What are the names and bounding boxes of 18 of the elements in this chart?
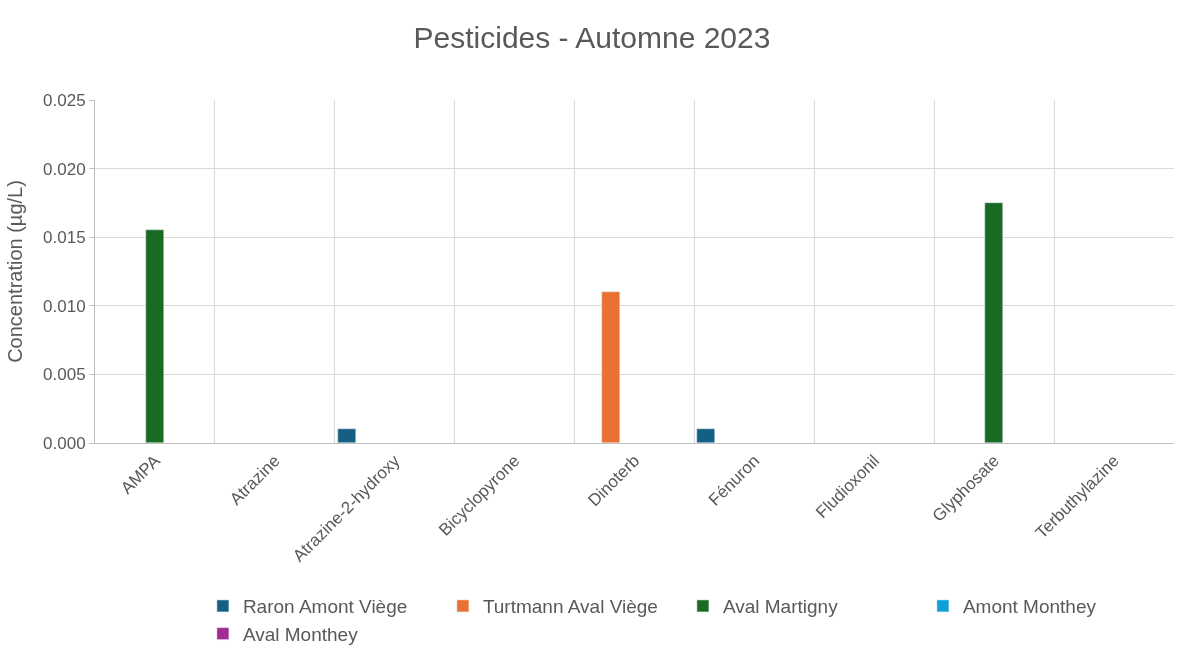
- bar: [696, 428, 715, 443]
- bar: [337, 428, 356, 443]
- legend-label: Raron Amont Viège: [242, 596, 408, 618]
- chart-title: Pesticides - Automne 2023: [413, 20, 771, 54]
- legend-label: Aval Martigny: [722, 596, 839, 618]
- y-tick-label: 0.020: [43, 159, 86, 179]
- legend-label: Aval Monthey: [242, 624, 359, 646]
- y-tick-label: 0.025: [43, 90, 86, 110]
- bar: [145, 229, 164, 443]
- bar: [601, 291, 620, 443]
- legend-label: Amont Monthey: [962, 596, 1097, 618]
- legend-label: Turtmann Aval Viège: [482, 596, 658, 618]
- y-axis-title: Concentration (µg/L): [3, 180, 26, 363]
- y-tick-label: 0.000: [43, 433, 86, 453]
- y-tick-label: 0.015: [43, 228, 86, 248]
- bar: [984, 202, 1003, 443]
- y-tick-label: 0.005: [43, 365, 86, 385]
- y-tick-label: 0.010: [43, 296, 86, 316]
